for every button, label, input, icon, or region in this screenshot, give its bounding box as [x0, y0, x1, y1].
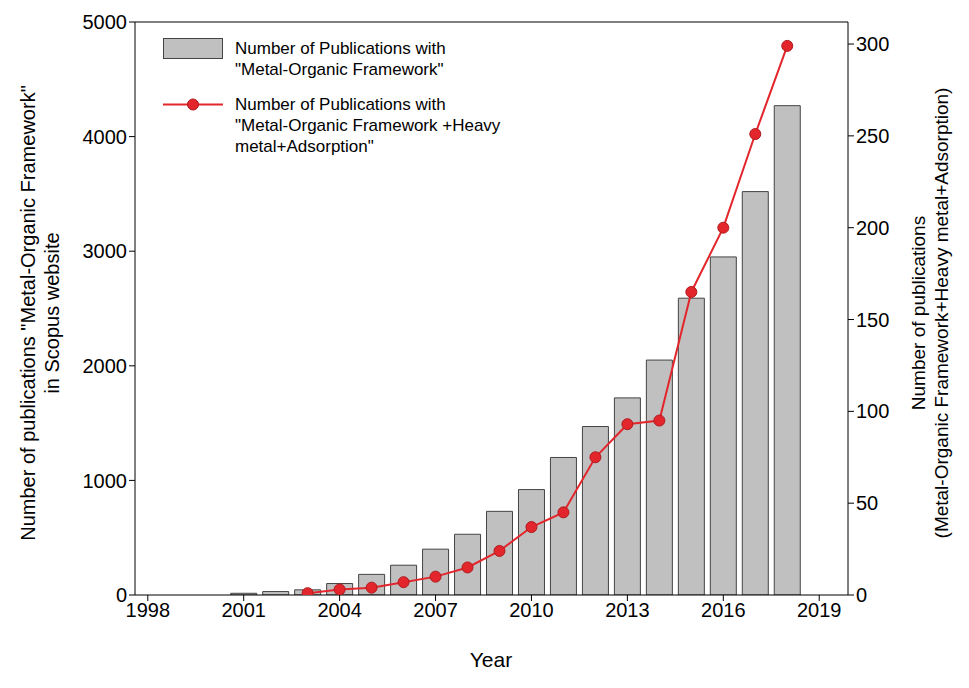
svg-text:150: 150: [856, 309, 889, 331]
svg-text:250: 250: [856, 125, 889, 147]
svg-text:1000: 1000: [83, 470, 128, 492]
svg-text:300: 300: [856, 33, 889, 55]
html-text:Year: Year: [469, 648, 513, 671]
svg-text:2019: 2019: [797, 599, 842, 621]
svg-text:2007: 2007: [413, 599, 458, 621]
svg-text:2013: 2013: [605, 599, 650, 621]
svg-text:100: 100: [856, 400, 889, 422]
html-text:(Metal-Organic Framework+Heavy: (Metal-Organic Framework+Heavy metal+Ads…: [931, 87, 952, 539]
svg-text:2001: 2001: [221, 599, 266, 621]
svg-text:200: 200: [856, 217, 889, 239]
svg-text:2004: 2004: [317, 599, 362, 621]
svg-text:2000: 2000: [83, 355, 128, 377]
svg-text:4000: 4000: [83, 126, 128, 148]
svg-text:0: 0: [116, 584, 127, 606]
html-text:Number of Publications with "M: Number of Publications with "Metal-Organ…: [235, 95, 501, 156]
svg-text:5000: 5000: [83, 11, 128, 33]
svg-text:0: 0: [856, 584, 867, 606]
html-text:Number of publications "Metal-: Number of publications "Metal-Organic Fr…: [17, 85, 39, 541]
svg-text:3000: 3000: [83, 240, 128, 262]
html-text:in Scopus website: in Scopus website: [41, 232, 63, 394]
svg-text:50: 50: [856, 492, 878, 514]
svg-text:2010: 2010: [509, 599, 554, 621]
svg-text:1998: 1998: [126, 599, 171, 621]
html-text:Number of publications: Number of publications: [908, 215, 929, 411]
html-text:Number of Publications with "M: Number of Publications with "Metal-Organ…: [235, 39, 446, 79]
svg-text:2016: 2016: [701, 599, 746, 621]
